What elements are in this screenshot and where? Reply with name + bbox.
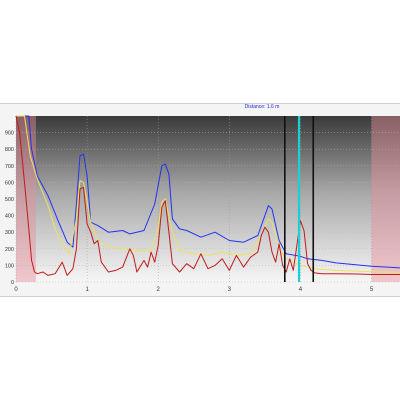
y-tick-label: 100	[5, 263, 14, 269]
chart-panel: 0 100 200 300 400 500 600 700 800 900 0 1 2 3 4 5	[0, 103, 400, 297]
line-chart: 0 100 200 300 400 500 600 700 800 900 0 1 2 3 4 5	[5, 115, 400, 293]
series-line-red	[15, 115, 400, 276]
series-line-yellow	[16, 115, 400, 273]
x-tick-label: 0	[14, 287, 18, 293]
y-tick-label: 300	[5, 230, 14, 236]
y-tick-label: 400	[5, 214, 14, 220]
y-tick-label: 600	[5, 180, 14, 186]
y-tick-label: 0	[11, 280, 14, 286]
x-tick-label: 5	[370, 287, 374, 293]
y-tick-label: 500	[5, 197, 14, 203]
y-tick-label: 200	[5, 247, 14, 253]
x-tick-label: 2	[157, 287, 161, 293]
x-tick-label: 1	[85, 287, 89, 293]
y-tick-label: 900	[5, 131, 14, 137]
cursor-readout: Distance: 1.6 m	[244, 104, 280, 110]
y-tick-label: 800	[5, 147, 14, 153]
x-tick-label: 3	[228, 287, 232, 293]
y-tick-label: 700	[5, 164, 14, 170]
x-tick-label: 4	[299, 287, 303, 293]
